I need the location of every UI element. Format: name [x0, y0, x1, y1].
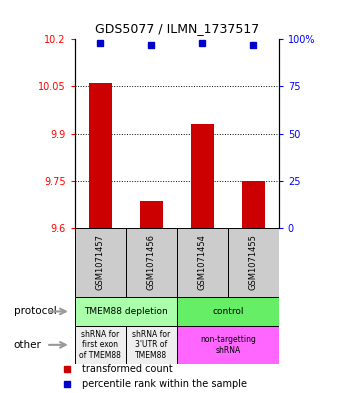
Bar	[75, 326, 126, 364]
Bar	[177, 326, 279, 364]
Bar	[242, 181, 265, 228]
Bar	[89, 83, 112, 228]
Text: shRNA for
first exon
of TMEM88: shRNA for first exon of TMEM88	[79, 330, 121, 360]
Bar	[228, 228, 279, 297]
Text: other: other	[14, 340, 41, 350]
Bar	[177, 297, 279, 326]
Bar	[177, 228, 228, 297]
Text: GSM1071454: GSM1071454	[198, 234, 207, 290]
Text: percentile rank within the sample: percentile rank within the sample	[82, 379, 246, 389]
Text: GSM1071457: GSM1071457	[96, 234, 105, 290]
Bar	[126, 326, 177, 364]
Text: control: control	[212, 307, 243, 316]
Title: GDS5077 / ILMN_1737517: GDS5077 / ILMN_1737517	[95, 22, 259, 35]
Text: GSM1071456: GSM1071456	[147, 234, 156, 290]
Bar	[75, 228, 126, 297]
Text: non-targetting
shRNA: non-targetting shRNA	[200, 335, 256, 354]
Text: TMEM88 depletion: TMEM88 depletion	[84, 307, 168, 316]
Text: shRNA for
3'UTR of
TMEM88: shRNA for 3'UTR of TMEM88	[132, 330, 170, 360]
Text: protocol: protocol	[14, 307, 56, 316]
Text: transformed count: transformed count	[82, 364, 172, 374]
Bar	[75, 297, 177, 326]
Bar	[140, 201, 163, 228]
Bar	[126, 228, 177, 297]
Bar	[191, 124, 214, 228]
Text: GSM1071455: GSM1071455	[249, 234, 258, 290]
